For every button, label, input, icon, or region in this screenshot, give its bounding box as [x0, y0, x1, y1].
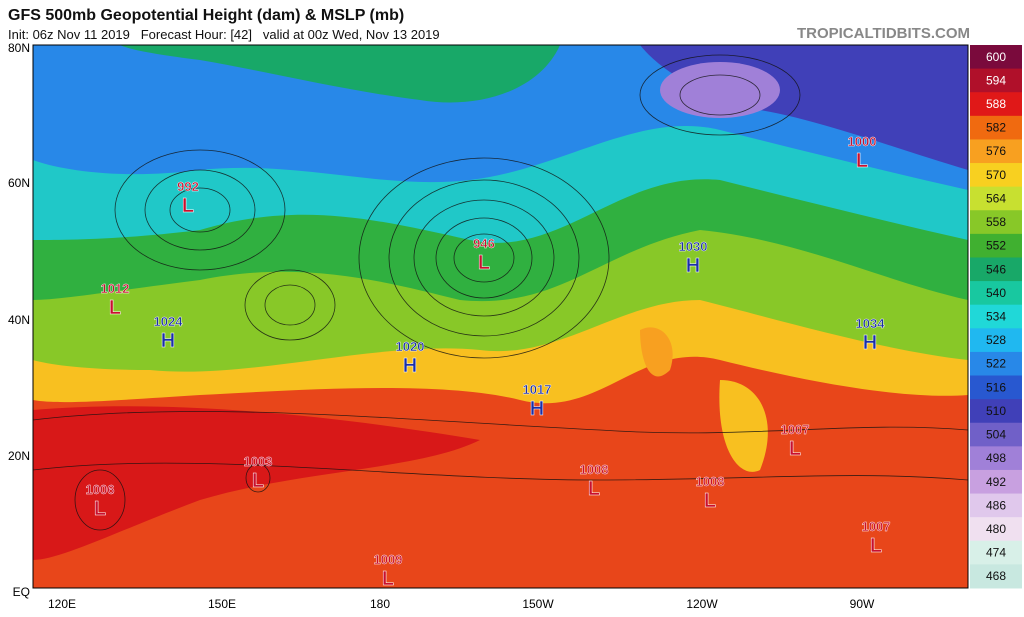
colorbar-label: 522: [986, 357, 1006, 371]
pressure-label: 1020: [396, 339, 425, 354]
colorbar-label: 474: [986, 546, 1006, 560]
lat-label: 20N: [8, 449, 30, 463]
colorbar-cell: [970, 92, 1022, 117]
source: TROPICALTIDBITS.COM: [797, 25, 970, 42]
colorbar-label: 576: [986, 144, 1006, 158]
colorbar-label: 534: [986, 310, 1006, 324]
colorbar-cell: [970, 304, 1022, 329]
pressure-label: 1009: [374, 552, 403, 567]
colorbar-label: 504: [986, 428, 1006, 442]
colorbar-cell: [970, 564, 1022, 589]
colorbar-label: 486: [986, 498, 1006, 512]
colorbar-cell: [970, 186, 1022, 211]
pressure-label: 1008: [696, 474, 725, 489]
colorbar-cell: [970, 281, 1022, 306]
lat-label: EQ: [13, 585, 30, 599]
colorbar-label: 510: [986, 404, 1006, 418]
pressure-label: 1007: [862, 519, 891, 534]
colorbar-label: 546: [986, 262, 1006, 276]
colorbar-cell: [970, 375, 1022, 400]
colorbar-cell: [970, 469, 1022, 495]
colorbar-label: 582: [986, 121, 1006, 135]
lat-label: 60N: [8, 176, 30, 190]
system-symbol: L: [109, 297, 121, 319]
system-symbol: L: [182, 195, 194, 217]
colorbar-cell: [970, 45, 1022, 70]
pressure-label: 1007: [781, 422, 810, 437]
system-symbol: H: [863, 332, 877, 354]
colorbar-label: 468: [986, 569, 1006, 583]
contours: [32, 54, 969, 531]
system-symbol: L: [870, 535, 882, 557]
lon-label: 180: [370, 597, 390, 611]
system-symbol: L: [789, 438, 801, 460]
lon-label: 120W: [686, 597, 718, 611]
colorbar-label: 528: [986, 333, 1006, 347]
pressure-label: 946: [473, 236, 495, 251]
map-background: [33, 45, 968, 588]
colorbar-label: 594: [986, 73, 1006, 87]
system-symbol: L: [704, 490, 716, 512]
lon-label: 150W: [522, 597, 554, 611]
colorbar-label: 492: [986, 475, 1006, 489]
system-symbol: L: [588, 478, 600, 500]
colorbar-cell: [970, 115, 1022, 140]
pressure-label: 1017: [523, 382, 552, 397]
system-symbol: H: [403, 355, 417, 377]
pressure-label: 1030: [679, 239, 708, 254]
colorbar-cell: [970, 351, 1022, 377]
pressure-label: 1034: [856, 316, 886, 331]
system-symbol: L: [252, 470, 264, 492]
colorbar-label: 600: [986, 50, 1006, 64]
colorbar-cell: [970, 540, 1022, 565]
title: GFS 500mb Geopotential Height (dam) & MS…: [8, 7, 404, 24]
colorbar-cell: [970, 493, 1022, 518]
system-symbol: L: [382, 568, 394, 590]
colorbar-label: 498: [986, 451, 1006, 465]
lon-label: 120E: [48, 597, 76, 611]
system-symbol: H: [686, 255, 700, 277]
colorbar-label: 540: [986, 286, 1006, 300]
colorbar-cell: [970, 517, 1022, 542]
colorbar-label: 588: [986, 97, 1006, 111]
pressure-label: 992: [177, 179, 199, 194]
colorbar-cell: [970, 163, 1022, 188]
map-frame: [32, 44, 969, 589]
colorbar-cell: [970, 328, 1022, 353]
pressure-label: 1008: [580, 462, 609, 477]
lat-label: 80N: [8, 41, 30, 55]
colorbar-label: 558: [986, 215, 1006, 229]
colorbar-label: 564: [986, 191, 1006, 205]
system-symbol: L: [94, 498, 106, 520]
pressure-label: 1006: [86, 482, 115, 497]
colorbar-label: 516: [986, 380, 1006, 394]
pressure-label: 1012: [101, 281, 130, 296]
system-symbol: L: [856, 150, 868, 172]
lon-label: 90W: [850, 597, 875, 611]
lon-label: 150E: [208, 597, 236, 611]
colorbar-label: 570: [986, 168, 1006, 182]
system-symbol: H: [161, 330, 175, 352]
system-symbol: L: [478, 252, 490, 274]
lat-label: 40N: [8, 313, 30, 327]
pressure-label: 1003: [244, 454, 273, 469]
pressure-label: 1000: [848, 134, 877, 149]
colorbar-cell: [970, 446, 1022, 471]
colorbar-cell: [970, 139, 1022, 164]
colorbar-label: 480: [986, 522, 1006, 536]
colorbar-cell: [970, 210, 1022, 235]
system-symbol: H: [530, 398, 544, 420]
colorbar-label: 552: [986, 239, 1006, 253]
colorbar-cell: [970, 422, 1022, 447]
subtitle: Init: 06z Nov 11 2019 Forecast Hour: [42…: [8, 27, 440, 42]
colorbar-cell: [970, 68, 1022, 93]
pressure-label: 1024: [154, 314, 184, 329]
colorbar-cell: [970, 399, 1022, 424]
colorbar-cell: [970, 257, 1022, 282]
colorbar-cell: [970, 233, 1022, 258]
